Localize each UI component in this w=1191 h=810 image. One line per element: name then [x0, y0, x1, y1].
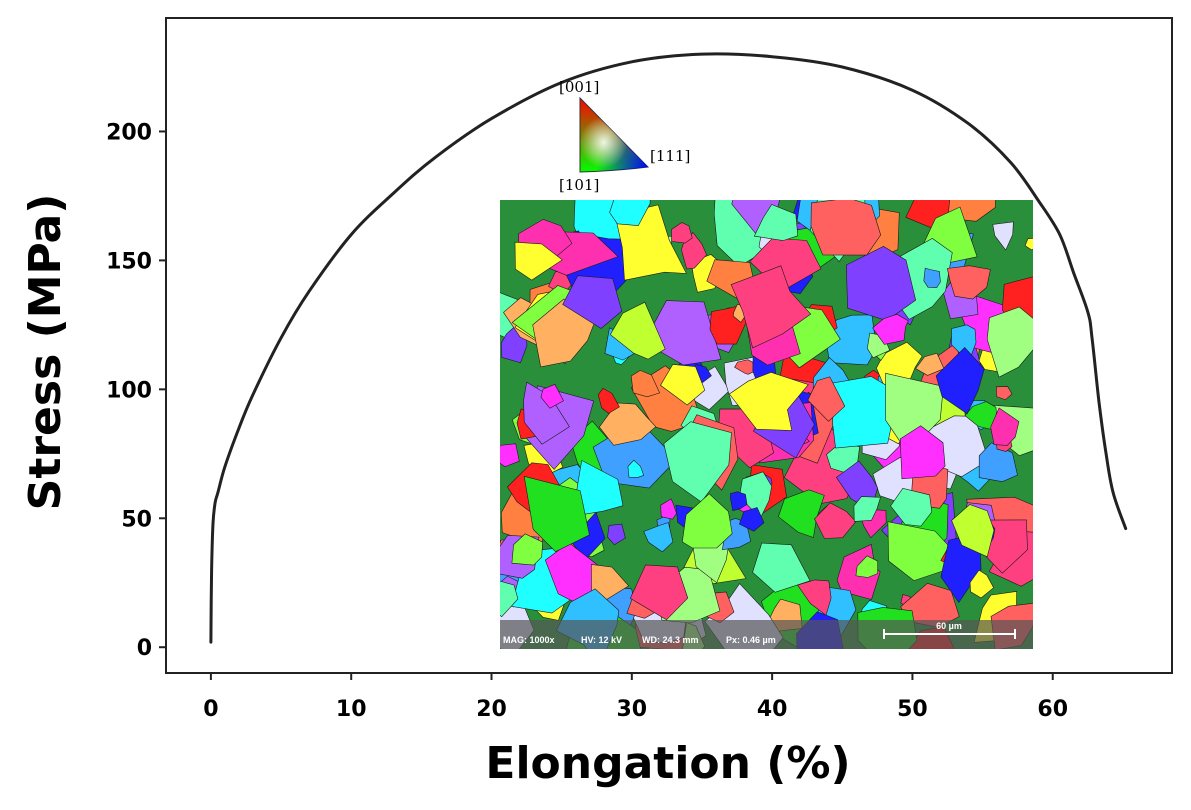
ebsd-grain	[660, 498, 677, 520]
ebsd-grain	[643, 522, 674, 553]
ebsd-wd-text: WD: 24.3 mm	[642, 635, 699, 645]
ebsd-grain	[807, 376, 846, 422]
ebsd-grain	[814, 502, 857, 539]
ebsd-grain	[728, 371, 809, 431]
ebsd-grain	[778, 489, 825, 538]
ebsd-grain	[753, 204, 799, 241]
ebsd-grain	[890, 487, 933, 527]
x-axis-title: Elongation (%)	[485, 738, 850, 789]
ebsd-grain	[734, 359, 755, 375]
ebsd-hv-text: HV: 12 kV	[581, 635, 622, 645]
y-tick-label: 150	[106, 249, 152, 274]
ebsd-grain	[609, 301, 666, 360]
x-tick-label: 20	[476, 697, 507, 722]
ebsd-grain	[899, 425, 946, 480]
ebsd-grain	[597, 387, 620, 414]
ebsd-grain	[681, 232, 707, 270]
ebsd-grain	[540, 383, 564, 409]
ebsd-grain	[978, 442, 1018, 483]
ebsd-grain	[872, 313, 909, 345]
ebsd-grain	[855, 555, 878, 578]
ebsd-grain	[969, 569, 994, 599]
ebsd-grain	[660, 364, 706, 406]
ipf-color-key: [001] [111] [101]	[559, 78, 690, 194]
ebsd-grain	[915, 352, 945, 376]
x-tick-label: 60	[1037, 697, 1068, 722]
ebsd-grain	[562, 275, 623, 329]
ebsd-grain	[511, 533, 543, 566]
ebsd-grain	[923, 267, 941, 288]
y-axis-ticks: 0 50 100 150 200	[106, 120, 166, 661]
ebsd-grains	[500, 200, 1033, 649]
ebsd-grain	[630, 370, 661, 398]
ipf-label-101: [101]	[559, 176, 599, 194]
ebsd-grain	[500, 443, 520, 468]
x-tick-label: 30	[617, 697, 648, 722]
ebsd-grain	[572, 459, 624, 517]
ebsd-grain	[935, 346, 985, 415]
ebsd-grain	[739, 507, 765, 532]
ebsd-grain	[752, 542, 811, 593]
ebsd-grain	[986, 306, 1033, 378]
y-tick-label: 0	[137, 636, 152, 661]
y-tick-label: 200	[106, 120, 152, 145]
stress-strain-curve	[209, 52, 1128, 644]
x-tick-label: 10	[336, 697, 367, 722]
ebsd-grain	[607, 523, 626, 546]
ebsd-scale-bar: 60 µm	[883, 621, 1016, 639]
y-tick-label: 100	[106, 378, 152, 403]
ebsd-grain	[951, 504, 995, 558]
y-axis-title: Stress (MPa)	[20, 194, 71, 511]
x-tick-label: 0	[203, 697, 218, 722]
ipf-triangle-white-center	[580, 98, 648, 172]
ebsd-grain	[609, 200, 651, 226]
ebsd-grain	[730, 265, 812, 349]
ebsd-grain	[671, 222, 693, 244]
ebsd-grain	[990, 407, 1020, 446]
ebsd-grain	[514, 241, 563, 281]
ebsd-grain	[629, 564, 689, 621]
ebsd-map-inset: MAG: 1000x HV: 12 kV WD: 24.3 mm Px: 0.4…	[500, 200, 1033, 649]
ebsd-grain	[681, 493, 733, 549]
ebsd-grain	[599, 402, 657, 446]
ebsd-grain	[590, 564, 630, 601]
ebsd-grain	[853, 496, 881, 522]
ebsd-grain	[523, 475, 590, 552]
ebsd-mag-text: MAG: 1000x	[503, 635, 555, 645]
ipf-label-111: [111]	[650, 147, 690, 165]
x-tick-label: 50	[897, 697, 928, 722]
ipf-label-001: [001]	[559, 78, 599, 96]
y-tick-label: 50	[121, 507, 152, 532]
ebsd-px-text: Px: 0.46 µm	[726, 635, 776, 645]
x-tick-label: 40	[757, 697, 788, 722]
ebsd-grain	[627, 459, 645, 478]
ebsd-grain	[992, 221, 1014, 251]
ebsd-grain	[1024, 238, 1033, 251]
ebsd-scale-bar-label: 60 µm	[936, 621, 962, 631]
ebsd-grain	[500, 580, 519, 618]
ebsd-grain	[995, 386, 1013, 401]
ebsd-grain	[946, 265, 991, 300]
ebsd-grain	[730, 491, 748, 512]
x-axis-ticks: 0 10 20 30 40 50 60	[203, 673, 1068, 722]
ebsd-grain	[810, 200, 882, 256]
